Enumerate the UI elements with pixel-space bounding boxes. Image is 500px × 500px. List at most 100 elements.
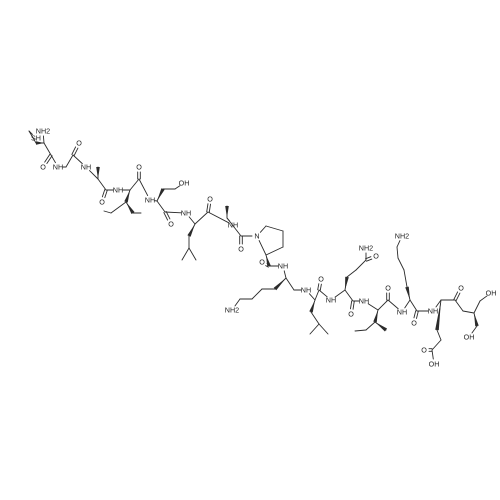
double-bond-line xyxy=(44,153,51,163)
atom-label-nh2d: NH2 xyxy=(395,232,409,241)
atom-label-nh4: NH xyxy=(113,186,123,195)
bond-line xyxy=(251,288,263,300)
double-bond-line xyxy=(366,258,373,262)
bond-line xyxy=(435,299,442,308)
bond-line xyxy=(89,170,99,180)
atom-label-oh3: OH xyxy=(486,289,497,298)
atom-label-o15: O xyxy=(458,284,464,293)
bond-line xyxy=(318,323,329,335)
atom-label-nh2b: NH2 xyxy=(225,306,239,315)
stereo-wedge-bond xyxy=(36,141,44,145)
atom-label-oh4: OH xyxy=(464,333,475,342)
atom-label-nh3: NH xyxy=(81,163,91,172)
bond-line xyxy=(396,240,401,248)
bond-line xyxy=(471,325,478,334)
double-bond-line xyxy=(416,310,419,319)
stereo-wedge-bond xyxy=(405,286,410,300)
stereo-wedge-bond xyxy=(124,190,130,203)
atom-label-oh2: OH xyxy=(429,360,440,369)
bond-line xyxy=(354,329,367,332)
stereo-wedge-bond xyxy=(309,300,315,313)
bond-line xyxy=(387,299,399,310)
stereo-wedge-bond xyxy=(345,276,349,290)
atom-label-nh2c: NH2 xyxy=(359,244,373,253)
double-bond-line xyxy=(350,300,353,310)
bond-line xyxy=(462,310,475,314)
stereo-wedge-bond xyxy=(273,278,286,291)
bond-line xyxy=(50,154,56,164)
double-bond-line xyxy=(455,292,461,302)
atom-label-oh1: OH xyxy=(179,179,190,188)
bond-line xyxy=(65,154,74,168)
bond-line xyxy=(283,270,287,279)
bond-line xyxy=(396,246,399,259)
atom-label-nh13: NH xyxy=(428,307,438,316)
bond-line xyxy=(365,321,376,331)
stereo-wedge-bond xyxy=(126,202,135,214)
atom-label-nh11: NH xyxy=(359,297,369,306)
bond-line xyxy=(258,240,267,256)
bond-line xyxy=(436,329,442,341)
bond-line xyxy=(404,299,411,309)
bond-line xyxy=(473,300,481,314)
bond-line xyxy=(346,269,357,278)
bond-line xyxy=(403,269,408,288)
bond-line xyxy=(334,289,346,298)
bond-line xyxy=(310,311,320,325)
stereo-wedge-bond xyxy=(266,255,271,267)
atom-label-o2: O xyxy=(76,139,82,148)
bond-line xyxy=(259,225,267,233)
atom-label-o4: O xyxy=(136,163,142,172)
bond-line xyxy=(194,211,209,225)
double-bond-line xyxy=(165,210,171,220)
stereo-wedge-bond xyxy=(474,313,479,327)
atom-label-o10: O xyxy=(373,252,379,261)
atom-label-o7: O xyxy=(238,245,244,254)
bond-line xyxy=(355,259,367,271)
bond-line xyxy=(454,299,464,312)
bond-line xyxy=(431,349,434,360)
bond-line xyxy=(207,211,230,224)
double-bond-line xyxy=(317,283,320,291)
atom-label-nh9: NH xyxy=(301,286,311,295)
atom-label-nh6: NH xyxy=(181,209,191,218)
bond-line xyxy=(479,295,488,302)
bond-line xyxy=(431,339,442,351)
bond-line xyxy=(97,178,107,191)
bond-line xyxy=(344,289,354,302)
atom-label-o13: O xyxy=(411,319,417,328)
atom-label-o5: O xyxy=(168,220,174,229)
bond-line xyxy=(367,303,379,311)
double-bond-line xyxy=(453,291,459,300)
atom-label-npro: N xyxy=(254,232,259,241)
bond-line xyxy=(314,289,320,301)
atom-label-nh7: NH xyxy=(228,221,238,230)
stereo-wedge-bond xyxy=(375,322,388,332)
bond-line xyxy=(110,201,127,214)
double-bond-line xyxy=(208,203,211,213)
atom-label-o12: O xyxy=(385,284,391,293)
stereo-wedge-bond xyxy=(187,224,195,237)
bond-line xyxy=(156,200,166,213)
bond-line xyxy=(103,210,112,214)
bond-line xyxy=(164,211,182,214)
bond-line xyxy=(72,154,83,165)
double-bond-line xyxy=(101,189,106,198)
bond-line xyxy=(43,142,52,156)
double-bond-line xyxy=(319,283,322,291)
double-bond-line xyxy=(163,212,169,221)
bond-line xyxy=(265,225,284,232)
bond-line xyxy=(309,323,320,335)
bond-line xyxy=(188,247,197,261)
atom-label-o1: O xyxy=(40,163,46,172)
stereo-wedge-bond xyxy=(157,188,165,201)
bond-line xyxy=(28,130,37,144)
bond-line xyxy=(226,217,242,237)
bond-line xyxy=(308,293,316,301)
bond-line xyxy=(265,246,284,256)
bond-line xyxy=(377,299,389,311)
bond-line xyxy=(285,277,295,291)
double-bond-line xyxy=(413,310,417,319)
